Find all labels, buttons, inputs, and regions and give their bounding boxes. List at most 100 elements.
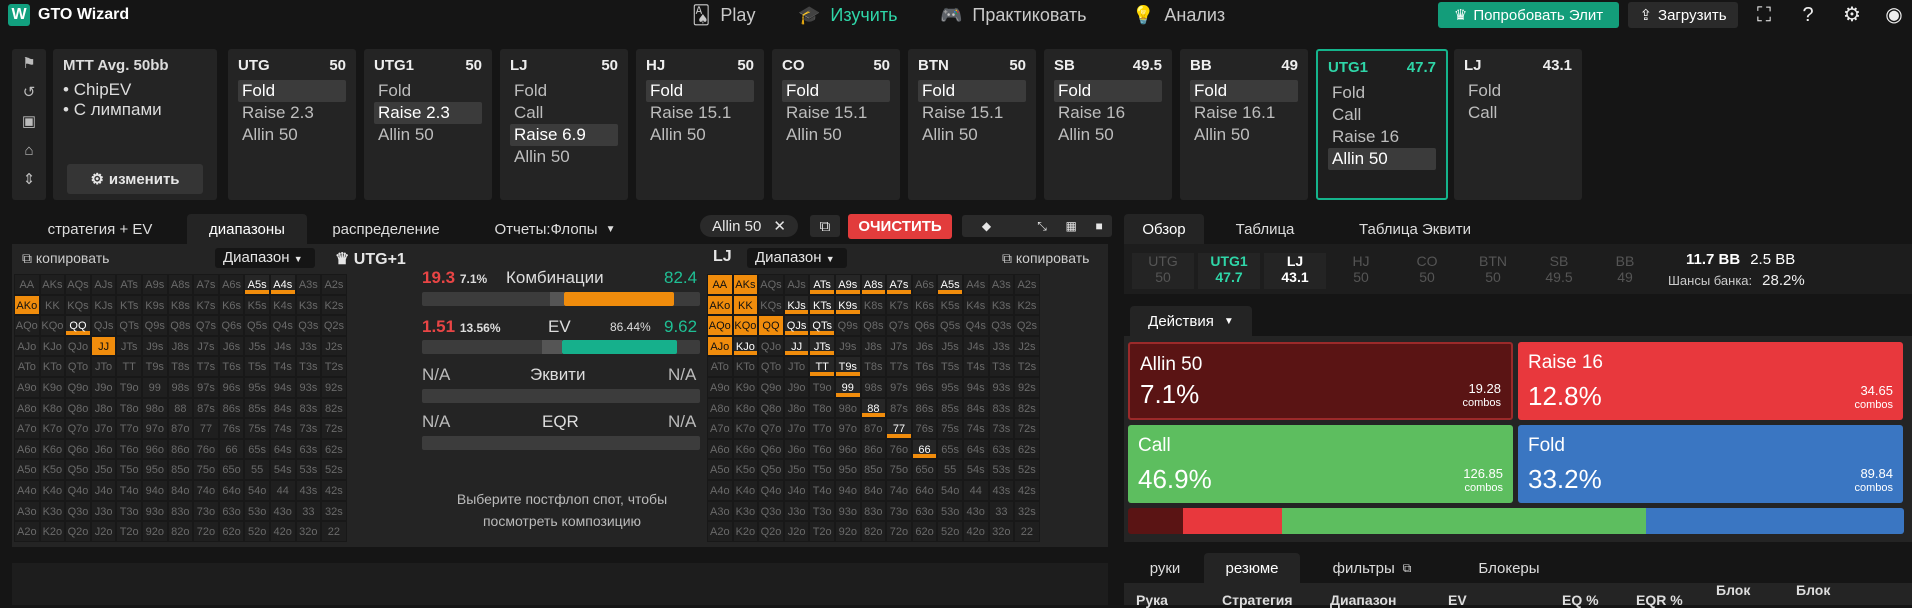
hand-cell[interactable]: 73o <box>193 500 219 522</box>
mini-position-utg1[interactable]: UTG1 47.7 <box>1198 253 1260 289</box>
hand-cell[interactable]: T9o <box>116 376 142 398</box>
hand-cell[interactable]: 63s <box>988 438 1015 460</box>
hand-cell[interactable]: J2o <box>783 521 810 542</box>
hand-cell[interactable]: 95o <box>141 459 168 480</box>
hand-cell[interactable]: 72o <box>193 521 219 542</box>
gear-icon[interactable]: ⚙ <box>1843 4 1861 26</box>
card-action[interactable]: Allin 50 <box>378 125 434 144</box>
table-header-cell[interactable]: Стратегия <box>1222 592 1293 608</box>
hand-cell[interactable]: A5s <box>937 274 963 295</box>
btab-summary[interactable]: резюме <box>1204 553 1300 583</box>
hand-cell[interactable]: A9o <box>707 376 733 398</box>
tab-table[interactable]: Таблица <box>1220 214 1310 244</box>
card-action[interactable]: Fold <box>918 80 1026 102</box>
hand-cell[interactable]: Q7o <box>758 418 784 439</box>
hand-cell[interactable]: K7s <box>193 294 219 316</box>
hand-cell[interactable]: QTs <box>809 315 835 336</box>
hand-cell[interactable]: 63o <box>218 500 245 522</box>
history-icon[interactable]: ↺ <box>22 84 36 101</box>
hand-cell[interactable]: 75o <box>193 459 219 480</box>
hand-cell[interactable]: 76o <box>193 438 219 460</box>
hand-cell[interactable]: Q3s <box>295 315 322 336</box>
hand-cell[interactable]: J5s <box>937 335 963 357</box>
copy-left-button[interactable]: ⧉ копировать <box>22 250 109 267</box>
hand-cell[interactable]: 86s <box>218 397 245 419</box>
copy-icon[interactable]: ⧉ <box>810 215 840 237</box>
hand-cell[interactable]: QJo <box>758 335 784 357</box>
hand-cell[interactable]: KTo <box>39 356 66 377</box>
hand-cell[interactable]: 66 <box>218 438 245 460</box>
hand-cell[interactable]: QQ <box>65 315 91 336</box>
hand-cell[interactable]: A2o <box>14 521 40 542</box>
hand-cell[interactable]: Q7o <box>65 418 91 439</box>
hand-cell[interactable]: JJ <box>783 335 810 357</box>
hand-cell[interactable]: 32s <box>1014 500 1040 522</box>
hand-cell[interactable]: JTs <box>809 335 835 357</box>
table-header-cell[interactable]: Рука <box>1136 592 1168 608</box>
hand-cell[interactable]: KQs <box>65 294 91 316</box>
range-select-right[interactable]: Диапазон ▼ <box>747 248 847 268</box>
tab-equity-table[interactable]: Таблица Эквити <box>1330 214 1500 244</box>
position-card-btn[interactable]: BTN 50 Fold Raise 15.1 Allin 50 <box>908 49 1036 200</box>
clear-button[interactable]: ОЧИСТИТЬ <box>848 214 952 239</box>
hand-cell[interactable]: 72s <box>1014 418 1040 439</box>
hand-cell[interactable]: JJ <box>90 335 117 357</box>
hand-cell[interactable]: AJo <box>707 335 733 357</box>
hand-cell[interactable]: T9s <box>141 356 168 377</box>
hand-cell[interactable]: 32o <box>988 521 1015 542</box>
hand-cell[interactable]: K5s <box>937 294 963 316</box>
card-action[interactable]: Raise 16.1 <box>1194 103 1276 122</box>
hand-cell[interactable]: 54s <box>962 459 989 480</box>
hand-cell[interactable]: KK <box>39 294 66 316</box>
hand-cell[interactable]: 72s <box>321 418 347 439</box>
hand-cell[interactable]: 32s <box>321 500 347 522</box>
hand-cell[interactable]: J7s <box>193 335 219 357</box>
hand-cell[interactable]: 65o <box>218 459 245 480</box>
tab-ranges[interactable]: диапазоны <box>187 214 307 244</box>
card-action[interactable]: Fold <box>238 80 346 102</box>
hand-cell[interactable]: K4s <box>269 294 296 316</box>
hand-cell[interactable]: T5o <box>116 459 142 480</box>
hand-cell[interactable]: J2s <box>321 335 347 357</box>
hand-cell[interactable]: A7s <box>193 274 219 295</box>
position-card-utg1[interactable]: UTG1 50 Fold Raise 2.3 Allin 50 <box>364 49 492 200</box>
mini-position-btn[interactable]: BTN 50 <box>1462 253 1524 289</box>
hand-cell[interactable]: TT <box>809 356 835 377</box>
hand-cell[interactable]: 93s <box>988 376 1015 398</box>
screenshot-icon[interactable]: ⛶ <box>1757 4 1771 26</box>
hand-cell[interactable]: 84o <box>167 479 194 501</box>
hand-cell[interactable]: 94s <box>962 376 989 398</box>
hand-cell[interactable]: T8s <box>860 356 887 377</box>
mini-position-bb[interactable]: BB 49 <box>1594 253 1656 289</box>
hand-cell[interactable]: AJs <box>90 274 117 295</box>
hand-cell[interactable]: Q2s <box>321 315 347 336</box>
table-header-cell[interactable]: Блок <box>1796 582 1831 598</box>
hand-cell[interactable]: A6s <box>218 274 245 295</box>
hand-cell[interactable]: 84o <box>860 479 887 501</box>
hand-cell[interactable]: J9s <box>141 335 168 357</box>
hand-cell[interactable]: 32o <box>295 521 322 542</box>
tab-overview[interactable]: Обзор <box>1124 214 1204 244</box>
save-icon[interactable]: ▣ <box>21 113 37 130</box>
hand-cell[interactable]: 63s <box>295 438 322 460</box>
hand-cell[interactable]: 98o <box>141 397 168 419</box>
hand-cell[interactable]: 97s <box>193 376 219 398</box>
tab-distribution[interactable]: распределение <box>318 214 454 244</box>
hand-cell[interactable]: T9s <box>834 356 861 377</box>
hand-cell[interactable]: 98o <box>834 397 861 419</box>
hand-cell[interactable]: T3o <box>116 500 142 522</box>
copy-right-button[interactable]: ⧉ копировать <box>1002 250 1089 267</box>
hand-cell[interactable]: QJo <box>65 335 91 357</box>
hand-cell[interactable]: 84s <box>269 397 296 419</box>
card-action[interactable]: Call <box>1468 103 1498 122</box>
hand-cell[interactable]: J9o <box>90 376 117 398</box>
hand-cell[interactable]: A9o <box>14 376 40 398</box>
mini-position-hj[interactable]: HJ 50 <box>1330 253 1392 289</box>
card-action[interactable]: Allin 50 <box>786 125 842 144</box>
hand-cell[interactable]: A7o <box>14 418 40 439</box>
hand-cell[interactable]: Q6o <box>758 438 784 460</box>
card-action[interactable]: Allin 50 <box>242 125 298 144</box>
hand-cell[interactable]: 64o <box>911 479 938 501</box>
hand-cell[interactable]: J8s <box>860 335 887 357</box>
hand-cell[interactable]: 74o <box>886 479 912 501</box>
